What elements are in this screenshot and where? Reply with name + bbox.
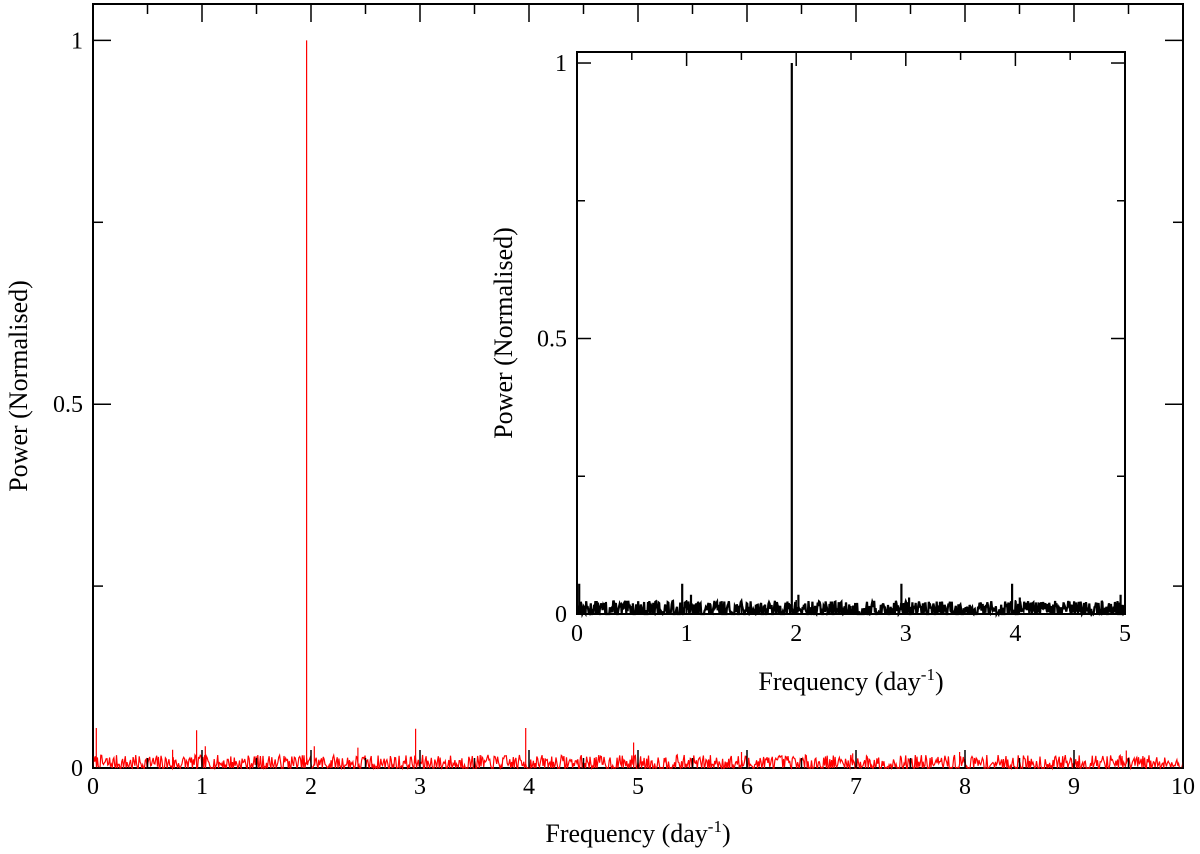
inset-plot-background — [577, 52, 1125, 614]
main-x-tick-label: 10 — [1171, 774, 1195, 800]
main-y-tick-label: 0 — [71, 756, 83, 782]
inset-x-tick-label: 3 — [900, 621, 912, 647]
main-x-tick-label: 9 — [1068, 774, 1080, 800]
inset-y-tick-label: 0 — [555, 602, 567, 628]
main-x-tick-label: 8 — [959, 774, 971, 800]
main-y-axis-label: Power (Normalised) — [4, 280, 33, 492]
main-x-tick-label: 6 — [741, 774, 753, 800]
main-series-line — [92, 40, 1184, 771]
main-x-axis-label: Frequency (day-1) — [545, 817, 730, 848]
inset-x-tick-label: 5 — [1119, 621, 1131, 647]
inset-y-tick-label: 1 — [555, 51, 567, 77]
inset-y-axis-label: Power (Normalised) — [489, 227, 518, 439]
main-x-tick-label: 7 — [850, 774, 862, 800]
inset-axis-ticks: 0 1 2 3 4 5 0 0.5 1 — [537, 51, 1131, 647]
main-x-tick-label: 5 — [632, 774, 644, 800]
main-y-tick-label: 1 — [71, 28, 83, 54]
inset-x-axis-label: Frequency (day-1) — [758, 665, 943, 696]
main-y-tick-label: 0.5 — [53, 392, 83, 418]
inset-periodogram-plot: 0 1 2 3 4 5 0 0.5 1 Frequency (day-1) Power (Nor… — [489, 51, 1131, 696]
inset-x-tick-label: 2 — [790, 621, 802, 647]
inset-x-tick-label: 4 — [1009, 621, 1021, 647]
main-x-tick-label: 0 — [87, 774, 99, 800]
main-x-tick-label: 1 — [196, 774, 208, 800]
main-x-tick-label: 2 — [305, 774, 317, 800]
inset-x-tick-label: 0 — [571, 621, 583, 647]
inset-x-tick-label: 1 — [681, 621, 693, 647]
main-x-tick-label: 4 — [523, 774, 535, 800]
main-x-tick-label: 3 — [414, 774, 426, 800]
inset-y-tick-label: 0.5 — [537, 327, 567, 353]
